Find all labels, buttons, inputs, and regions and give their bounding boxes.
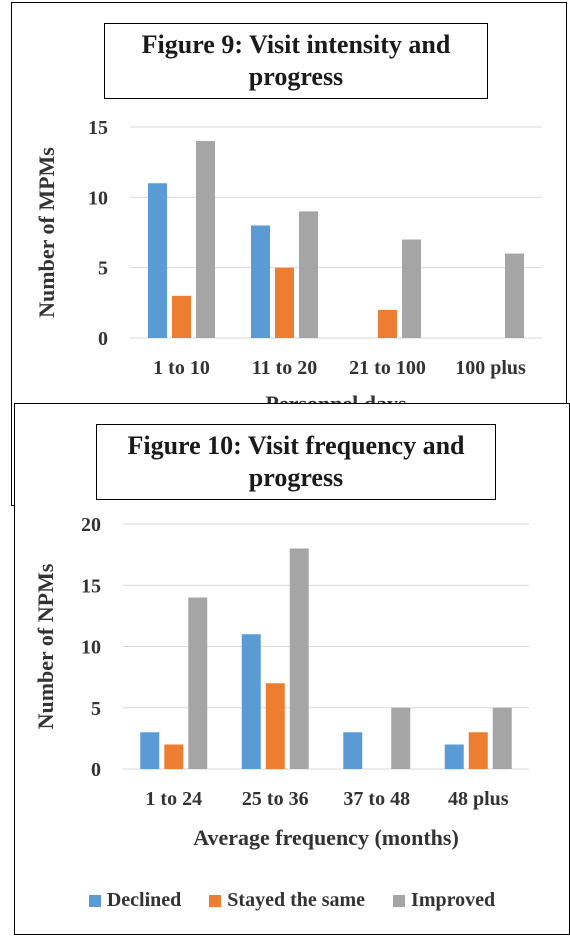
x-tick-label: 100 plus [455,357,526,379]
bar [468,732,488,769]
x-tick-label: 1 to 10 [153,357,210,379]
bar [251,225,270,338]
x-tick-label: 21 to 100 [349,357,426,379]
bar [265,683,285,769]
y-tick-label: 15 [88,117,108,139]
bar [402,239,421,338]
x-tick-label: 48 plus [448,788,509,810]
bar [289,548,309,769]
legend-label-stayed: Stayed the same [227,889,366,911]
bar [378,309,397,338]
bar [492,707,512,769]
bar [196,141,215,338]
y-tick-label: 20 [81,514,101,536]
legend-swatch-declined [88,894,101,907]
legend-label-declined: Declined [106,889,182,911]
y-tick-label: 10 [88,187,108,209]
y-axis-title: Number of NPMs [33,563,58,729]
x-tick-label: 25 to 36 [242,788,309,810]
y-tick-label: 0 [98,328,108,350]
bar [275,267,294,338]
bar [148,183,167,338]
legend-item-stayed: Stayed the same [209,889,365,912]
bar [188,597,208,769]
x-axis-title: Average frequency (months) [193,825,459,850]
legend-swatch-stayed [209,894,222,907]
figure-10-title: Figure 10: Visit frequency and progress [96,424,496,500]
legend-item-declined: Declined [88,889,182,912]
legend-swatch-improved [393,894,406,907]
x-tick-label: 11 to 20 [252,357,318,379]
x-tick-label: 37 to 48 [343,788,410,810]
figure-10-panel: Figure 10: Visit frequency and progress … [14,403,570,935]
bar [299,211,318,338]
bar [164,744,184,769]
y-tick-label: 10 [81,637,101,659]
figure-9-title: Figure 9: Visit intensity and progress [104,23,488,99]
y-axis-title: Number of MPMs [34,147,59,318]
bar [505,253,524,338]
y-tick-label: 15 [81,575,101,597]
bar [241,634,261,769]
x-tick-label: 1 to 24 [145,788,202,810]
bar [343,732,363,769]
legend-item-improved: Improved [393,889,495,912]
y-tick-label: 5 [98,258,108,280]
bar [172,295,191,338]
bar [444,744,464,769]
legend-label-improved: Improved [411,889,496,911]
figure-10-chart: 0 5 10 15 20 1 to 24 25 to 36 37 to 48 48 plus Av… [33,514,529,850]
bar [391,707,411,769]
figure-10-legend: Declined Stayed the same Improved [15,889,569,912]
y-tick-label: 5 [91,698,101,720]
y-tick-label: 0 [91,759,101,781]
bar [140,732,160,769]
